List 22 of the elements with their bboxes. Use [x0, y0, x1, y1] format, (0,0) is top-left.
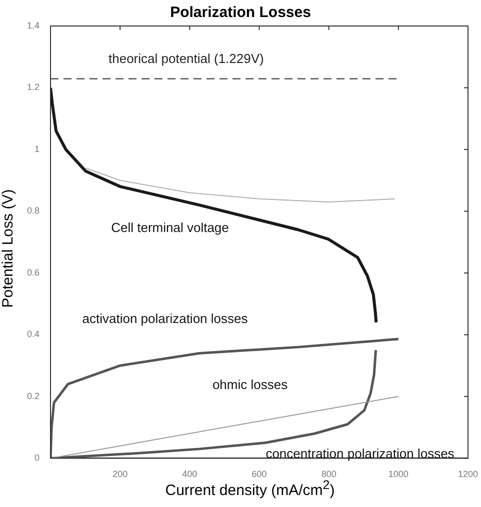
chart-title: Polarization Losses — [169, 4, 312, 21]
x-tick-label: 600 — [252, 469, 267, 480]
series-label: activation polarization losses — [82, 311, 248, 326]
y-tick-label: 0 — [34, 452, 40, 463]
series-label: ohmic losses — [212, 377, 288, 392]
y-tick-label: 1.2 — [26, 82, 40, 92]
ref-line-label: theorical potential (1.229V) — [108, 50, 264, 66]
x-axis-title: Current density (mA/cm$^{2}$) — [164, 478, 336, 499]
x-tick-label: 800 — [321, 469, 336, 480]
x-tick-label: 1200 — [458, 469, 478, 480]
y-tick-label: 1 — [34, 144, 40, 154]
y-axis-title: Potential Loss (V) — [0, 188, 16, 310]
y-tick-label: 0.6 — [26, 267, 40, 278]
x-tick-label: 200 — [112, 469, 128, 480]
series-label: Cell terminal voltage — [111, 220, 229, 236]
y-tick-label: 0.2 — [26, 390, 40, 401]
series-label: concentration polarization losses — [266, 446, 455, 462]
y-tick-label: 0.4 — [26, 329, 40, 340]
x-tick-label: 1000 — [388, 469, 408, 480]
y-tick-label: 1.4 — [26, 20, 40, 30]
x-tick-label: 400 — [182, 469, 198, 480]
y-tick-label: 0.8 — [26, 206, 40, 216]
